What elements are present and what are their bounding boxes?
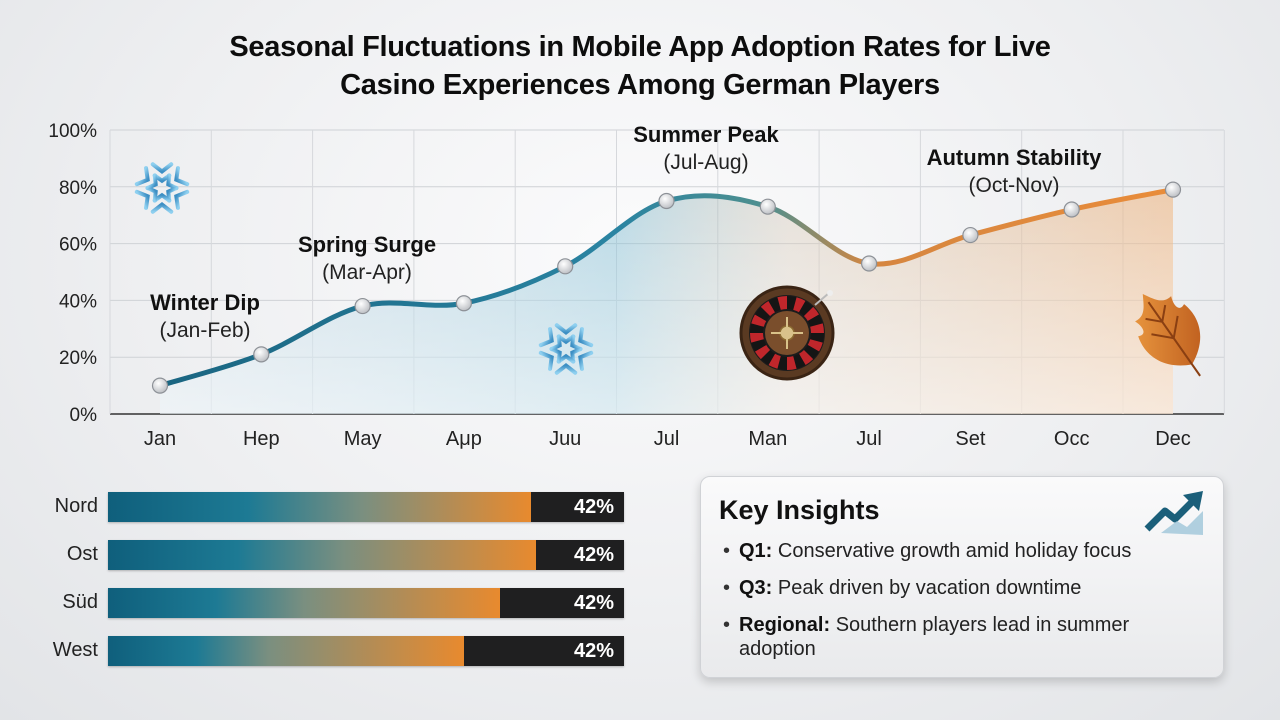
bar-category-label: West <box>52 639 98 661</box>
bar-track: 42% <box>108 492 624 522</box>
data-point <box>1063 201 1080 218</box>
chart-title-line-1: Seasonal Fluctuations in Mobile App Adop… <box>229 31 1051 63</box>
bar-category-label: Nord <box>54 495 98 517</box>
x-tick-label: Dec <box>1155 428 1191 450</box>
annotation-subtitle: (Jul-Aug) <box>663 151 748 174</box>
y-tick-label: 80% <box>59 178 97 199</box>
y-tick-label: 60% <box>59 235 97 256</box>
insight-text: Peak driven by vacation downtime <box>777 577 1082 599</box>
key-insights-panel: Key Insights Q1: Conservative growth ami… <box>700 476 1224 678</box>
annotation-title: Summer Peak <box>633 122 779 147</box>
snowflake-icon <box>535 314 597 384</box>
annotation-title: Autumn Stability <box>927 145 1103 170</box>
insights-title: Key Insights <box>719 495 880 525</box>
bar-track: 42% <box>108 636 624 666</box>
data-point <box>658 192 675 210</box>
data-point <box>253 346 270 363</box>
autumn-leaf-icon <box>1135 293 1201 377</box>
annotation-subtitle: (Mar-Apr) <box>322 261 412 284</box>
insight-label: Q3: <box>739 577 773 599</box>
x-tick-label: Occ <box>1054 428 1090 450</box>
bar <box>108 588 501 618</box>
roulette-wheel-icon <box>739 285 835 381</box>
y-tick-label: 0% <box>70 405 98 426</box>
data-point <box>759 198 776 215</box>
line-chart: 0% 20% 40% 60% 80% 100% Jan Hep May Aμp Juu Jul Man J… <box>48 121 1225 450</box>
x-tick-label: Hep <box>243 428 280 450</box>
x-tick-label: May <box>344 428 382 450</box>
chart-title: Seasonal Fluctuations in Mobile App Adop… <box>0 28 1280 104</box>
bar-track: 42% <box>108 540 624 570</box>
snowflake-icon <box>131 153 193 223</box>
bar <box>108 540 537 570</box>
x-tick-label: Set <box>955 428 985 450</box>
annotation-title: Winter Dip <box>150 290 260 315</box>
bar <box>108 492 532 522</box>
data-point <box>860 255 878 272</box>
insight-text: Southern players lead in summer adoption <box>739 614 1130 660</box>
y-tick-label: 100% <box>48 121 97 142</box>
bar <box>108 636 465 666</box>
trend-up-icon <box>1144 491 1203 535</box>
bar-value-label: 42% <box>573 496 614 518</box>
insight-item: Q3: Peak driven by vacation downtime <box>723 576 1193 600</box>
insight-item: Regional: Southern players lead in summe… <box>723 613 1193 661</box>
y-tick-label: 20% <box>59 348 97 369</box>
x-tick-label: Juu <box>549 428 581 450</box>
annotation-subtitle: (Oct-Nov) <box>969 174 1060 197</box>
data-point <box>557 258 574 275</box>
insight-label: Regional: <box>739 614 831 636</box>
x-tick-label: Jul <box>654 428 680 450</box>
chart-title-line-2: Casino Experiences Among German Players <box>340 69 940 101</box>
data-point <box>354 297 371 315</box>
data-point <box>455 295 472 312</box>
data-point <box>1164 181 1182 198</box>
bar-track: 42% <box>108 588 624 618</box>
annotations: Winter Dip (Jan-Feb) Spring Surge (Mar-Apr)… <box>150 122 1102 342</box>
data-point <box>151 377 169 394</box>
bar-value-label: 42% <box>573 544 614 566</box>
y-tick-label: 40% <box>59 291 97 312</box>
area-fade-shape <box>160 189 1173 414</box>
x-tick-label: Jul <box>856 428 882 450</box>
bar-value-label: 42% <box>573 592 614 614</box>
x-tick-label: Jan <box>144 428 176 450</box>
annotation-title: Spring Surge <box>298 232 436 257</box>
x-tick-label: Man <box>748 428 787 450</box>
bar-category-label: Süd <box>62 591 98 613</box>
area-fill <box>160 189 1173 414</box>
x-tick-label: Aμp <box>446 428 482 450</box>
insight-text: Conservative growth amid holiday focus <box>777 540 1132 562</box>
data-points <box>151 181 1182 394</box>
data-point <box>962 226 979 244</box>
insight-item: Q1: Conservative growth amid holiday foc… <box>723 539 1193 563</box>
annotation-subtitle: (Jan-Feb) <box>159 319 250 342</box>
axis-ticks: 0% 20% 40% 60% 80% 100% Jan Hep May Aμp Juu Jul Man J… <box>48 121 1190 450</box>
insight-label: Q1: <box>739 540 773 562</box>
decorative-icons <box>131 153 1201 384</box>
insights-list: Q1: Conservative growth amid holiday foc… <box>723 539 1193 674</box>
bar-category-label: Ost <box>66 543 98 565</box>
bar-value-label: 42% <box>573 640 614 662</box>
